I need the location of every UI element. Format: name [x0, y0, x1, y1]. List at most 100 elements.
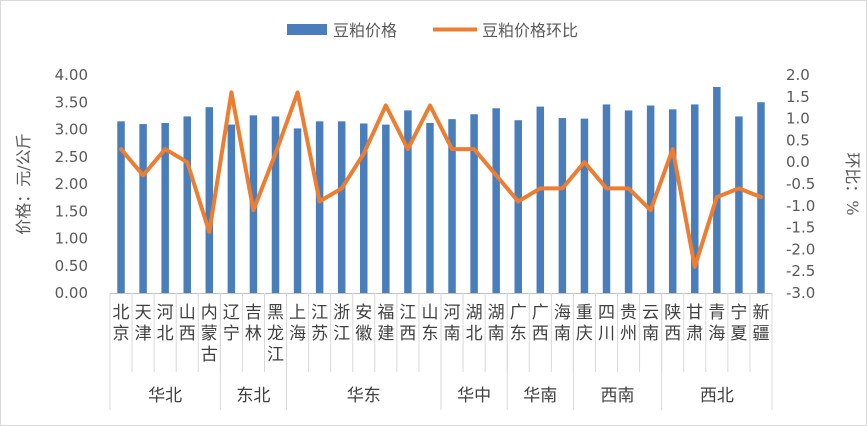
line-point	[229, 90, 233, 94]
line-point	[759, 195, 763, 199]
left-axis-title: 价格：元/公斤	[14, 133, 33, 234]
line-point	[582, 160, 586, 164]
line-point	[605, 186, 608, 190]
bar	[580, 118, 589, 293]
left-tick-label: 3.50	[55, 93, 88, 111]
category-label: 甘肃	[686, 303, 703, 344]
line-point	[274, 151, 277, 155]
bar	[271, 116, 280, 293]
category-label: 黑龙江	[267, 303, 284, 365]
bar	[139, 124, 147, 293]
category-label: 浙江	[333, 303, 350, 344]
line-point	[119, 147, 123, 151]
category-label: 安徽	[355, 303, 372, 344]
group-label: 华中	[457, 386, 491, 406]
category-label: 福建	[377, 303, 394, 344]
left-tick-label: 2.00	[55, 175, 88, 193]
category-label: 新疆	[752, 303, 769, 344]
category-label: 湖南	[488, 303, 505, 344]
group-label: 华东	[347, 386, 381, 406]
legend-swatch-bar	[287, 24, 327, 35]
line-point	[362, 151, 366, 155]
right-tick-label: -3.0	[786, 284, 815, 302]
category-label: 天津	[135, 303, 152, 344]
line-point	[715, 195, 719, 199]
category-label: 辽宁	[223, 303, 240, 344]
group-label: 东北	[236, 386, 270, 406]
bar	[117, 121, 125, 293]
line-point	[649, 208, 653, 212]
category-label: 贵州	[620, 303, 637, 344]
category-label: 陕西	[664, 303, 681, 344]
bar	[205, 107, 214, 293]
bar	[426, 122, 434, 294]
left-tick-label: 2.50	[55, 148, 88, 166]
bar	[293, 128, 302, 293]
right-tick-label: 2.0	[786, 66, 810, 84]
bar	[382, 124, 390, 293]
line-point	[296, 90, 300, 94]
category-label: 宁夏	[730, 303, 747, 344]
bar	[646, 105, 655, 294]
category-label: 山西	[179, 303, 196, 344]
right-tick-label: 1.5	[786, 88, 810, 106]
group-label: 西南	[601, 386, 635, 406]
right-tick-label: -0.5	[786, 175, 815, 193]
category-label: 重庆	[576, 303, 593, 344]
line-point	[163, 147, 167, 151]
category-label: 江苏	[311, 303, 328, 344]
group-label: 华北	[148, 386, 182, 406]
line-point	[516, 199, 520, 203]
line-point	[693, 265, 697, 269]
category-label: 河南	[444, 303, 461, 344]
legend-label-line: 豆粕价格环比	[482, 21, 578, 40]
bar	[183, 116, 191, 293]
category-label: 四川	[598, 303, 615, 344]
line-point	[494, 173, 498, 177]
group-label: 西北	[700, 386, 734, 406]
bar	[448, 119, 456, 294]
bar	[315, 121, 324, 293]
category-label: 云南	[642, 303, 659, 344]
line-series	[119, 90, 763, 269]
category-label: 广西	[532, 303, 549, 344]
bar	[492, 108, 500, 294]
category-label: 内蒙古	[201, 303, 218, 365]
line-point	[627, 186, 631, 190]
category-label: 湖北	[466, 303, 483, 344]
bar	[470, 114, 478, 294]
category-label: 河北	[157, 303, 174, 344]
category-label: 青海	[708, 303, 725, 344]
left-tick-label: 4.00	[55, 66, 88, 84]
bar	[691, 104, 699, 294]
category-label: 海南	[554, 303, 571, 344]
right-tick-label: 1.0	[786, 110, 810, 128]
category-label: 北京	[113, 303, 130, 344]
bar	[624, 110, 633, 293]
category-label: 上海	[289, 303, 306, 344]
line-point	[671, 147, 675, 151]
line-point	[538, 186, 542, 190]
line-point	[185, 160, 189, 164]
bar	[536, 106, 545, 293]
bar	[735, 116, 743, 293]
bar	[227, 124, 236, 293]
right-tick-label: 0.0	[786, 153, 810, 171]
bar	[337, 121, 346, 293]
line-point	[251, 208, 255, 212]
group-label: 华南	[523, 386, 557, 406]
right-axis-title: 环比：%	[843, 152, 862, 215]
category-label: 吉林	[245, 303, 262, 344]
left-tick-label: 1.00	[55, 230, 88, 248]
line-point	[384, 104, 388, 108]
right-tick-label: -1.5	[786, 219, 815, 237]
line-point	[406, 147, 410, 151]
bar	[713, 86, 721, 294]
bar	[404, 110, 412, 293]
left-tick-label: 0.00	[55, 284, 88, 302]
line-point	[207, 230, 211, 234]
category-label: 山东	[421, 303, 438, 344]
bar	[514, 120, 522, 293]
left-tick-label: 0.50	[55, 257, 88, 275]
